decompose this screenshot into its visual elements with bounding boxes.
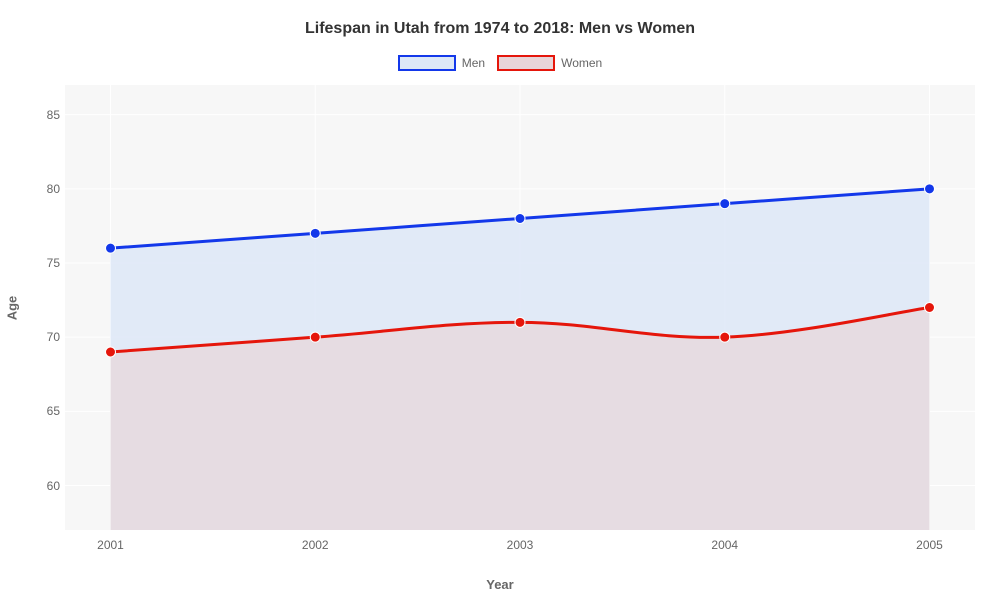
legend-label-women: Women bbox=[561, 56, 602, 70]
legend-swatch-men bbox=[398, 55, 456, 71]
x-tick-label: 2004 bbox=[695, 538, 755, 552]
x-tick-label: 2005 bbox=[900, 538, 960, 552]
x-tick-label: 2002 bbox=[285, 538, 345, 552]
y-tick-label: 85 bbox=[20, 108, 60, 122]
legend-swatch-women bbox=[497, 55, 555, 71]
y-tick-label: 75 bbox=[20, 256, 60, 270]
x-tick-label: 2001 bbox=[81, 538, 141, 552]
x-tick-label: 2003 bbox=[490, 538, 550, 552]
chart-title: Lifespan in Utah from 1974 to 2018: Men … bbox=[0, 20, 1000, 38]
chart-svg bbox=[65, 85, 975, 530]
legend-item-women: Women bbox=[497, 55, 602, 71]
y-axis-label: Age bbox=[5, 295, 20, 320]
y-tick-label: 65 bbox=[20, 404, 60, 418]
plot-area bbox=[65, 85, 975, 530]
legend-label-men: Men bbox=[462, 56, 485, 70]
legend: Men Women bbox=[0, 55, 1000, 71]
legend-item-men: Men bbox=[398, 55, 485, 71]
y-tick-label: 60 bbox=[20, 479, 60, 493]
x-axis-label: Year bbox=[0, 577, 1000, 592]
y-tick-label: 80 bbox=[20, 182, 60, 196]
y-tick-label: 70 bbox=[20, 330, 60, 344]
